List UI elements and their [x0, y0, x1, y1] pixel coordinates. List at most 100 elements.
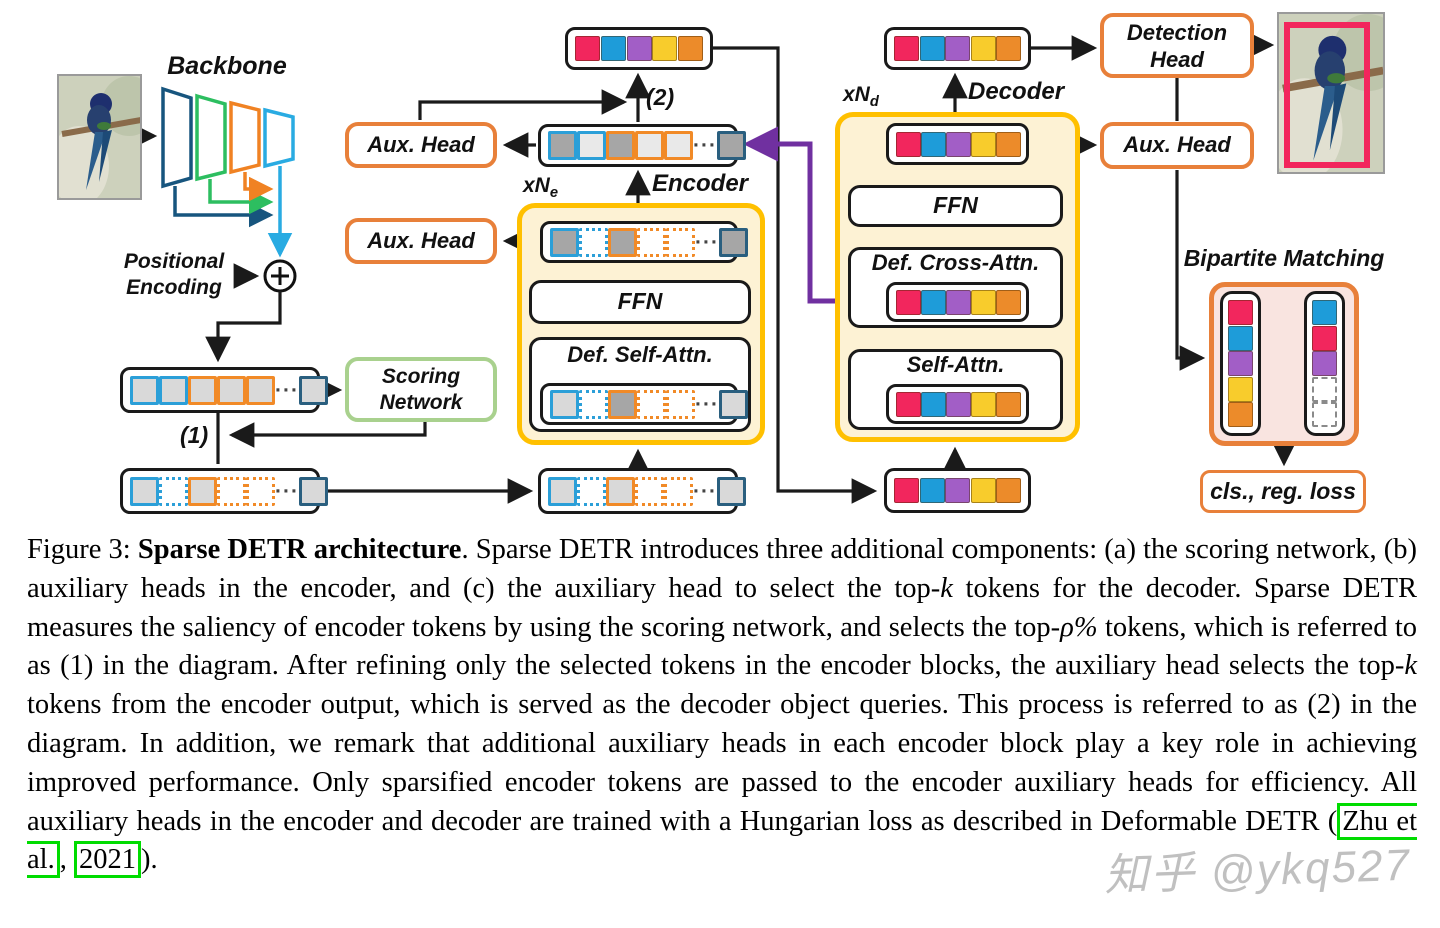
- token-square: [970, 478, 996, 503]
- token-square: [600, 36, 626, 61]
- figure-caption: Figure 3: Sparse DETR architecture. Spar…: [27, 531, 1417, 880]
- token-square: [637, 227, 666, 257]
- token-square: [159, 476, 188, 506]
- token-square: [550, 389, 579, 419]
- token-square: [1312, 300, 1337, 325]
- token-square: [996, 289, 1021, 315]
- token-row-cross-attn: [886, 282, 1029, 322]
- token-square: [945, 36, 970, 61]
- token-square: [678, 36, 703, 61]
- token-row-topk-selected: [565, 27, 713, 70]
- caption-segment: tokens, which is referred to as (1) in t…: [27, 611, 1417, 682]
- token-square: [919, 478, 945, 503]
- caption-segment: ,: [59, 844, 74, 876]
- token-square: [664, 476, 693, 506]
- caption-segment: tokens from the encoder output, which is…: [27, 689, 1417, 837]
- token-square: [1312, 325, 1337, 351]
- token-square: [637, 389, 666, 419]
- output-image: [1277, 12, 1385, 174]
- caption-segment: Zhu et al.: [27, 802, 1417, 879]
- token-square: [946, 391, 971, 417]
- token-square: [664, 131, 693, 160]
- ellipsis-tokens: ···: [693, 479, 717, 503]
- token-square: [548, 476, 577, 506]
- input-image: [57, 74, 142, 200]
- token-row-decoder-output: [884, 27, 1031, 70]
- decoder-ffn-box: FFN: [848, 185, 1063, 227]
- token-square: [921, 131, 946, 157]
- token-square: [1312, 402, 1337, 427]
- cls-reg-loss-box: cls., reg. loss: [1200, 470, 1366, 513]
- token-square: [606, 476, 635, 506]
- step-1-label: (1): [180, 422, 209, 448]
- token-square: [577, 131, 606, 160]
- self-attn-label: Self-Attn.: [906, 352, 1005, 377]
- backbone-label: Backbone: [167, 52, 287, 80]
- token-square: [996, 391, 1021, 417]
- token-square: [946, 289, 971, 315]
- decoder-mult-prefix: xN: [843, 83, 870, 106]
- token-square: [548, 131, 577, 160]
- token-square: [652, 36, 678, 61]
- token-row-encoder-output: ···: [538, 124, 746, 167]
- token-square: [298, 375, 328, 405]
- token-square: [635, 131, 664, 160]
- token-square: [716, 476, 746, 506]
- watermark: 知乎 @ykq527: [1103, 840, 1412, 901]
- aux-head-top-box: Aux. Head: [345, 122, 497, 168]
- token-square: [896, 131, 921, 157]
- token-square: [971, 289, 996, 315]
- positional-encoding-label: Positional Encoding: [123, 250, 225, 299]
- ellipsis-tokens: ···: [275, 479, 299, 503]
- token-square: [130, 375, 159, 405]
- backbone-pyramid-icon: [161, 86, 295, 258]
- token-square: [575, 36, 600, 61]
- token-square: [159, 375, 188, 405]
- def-self-attn-label: Def. Self-Attn.: [567, 342, 713, 367]
- ellipsis-tokens: ···: [275, 378, 299, 402]
- token-row-encoder-input: ···: [538, 468, 746, 514]
- caption-segment: 2021: [73, 841, 141, 879]
- token-square: [130, 476, 159, 506]
- def-cross-attn-label: Def. Cross-Attn.: [871, 250, 1040, 275]
- token-square: [1228, 402, 1253, 427]
- token-square: [1312, 351, 1337, 376]
- token-square: [1228, 376, 1253, 402]
- token-square: [579, 389, 608, 419]
- caption-segment: k: [1404, 650, 1417, 682]
- bird-photo-icon: [59, 76, 140, 198]
- token-square: [298, 476, 328, 506]
- token-square: [896, 289, 921, 315]
- token-square: [666, 227, 695, 257]
- encoder-ffn-box: FFN: [529, 280, 751, 324]
- token-square: [716, 131, 746, 160]
- token-square: [1228, 351, 1253, 376]
- token-square: [971, 391, 996, 417]
- token-square: [608, 227, 637, 257]
- aux-head-decoder-box: Aux. Head: [1100, 122, 1254, 169]
- add-positional-encoding-icon: [263, 259, 297, 293]
- encoder-label: Encoder: [652, 170, 749, 197]
- token-row-def-self-attn: ···: [540, 383, 748, 425]
- token-square: [550, 227, 579, 257]
- token-row-encoder-inner: ···: [540, 221, 748, 263]
- token-square: [996, 478, 1021, 503]
- scoring-network-box: Scoring Network: [345, 357, 497, 422]
- token-square: [921, 289, 946, 315]
- caption-segment: ).: [140, 844, 158, 876]
- token-square: [996, 131, 1021, 157]
- decoder-multiplier-label: xNd: [843, 83, 879, 111]
- detection-bounding-box: [1284, 22, 1370, 168]
- token-row-sparsified: ···: [120, 468, 328, 514]
- bipartite-right-column: [1304, 291, 1345, 436]
- token-square: [608, 389, 637, 419]
- token-square: [606, 131, 635, 160]
- token-square: [635, 476, 664, 506]
- token-square: [626, 36, 652, 61]
- ellipsis-tokens: ···: [695, 392, 719, 416]
- token-square: [579, 227, 608, 257]
- caption-segment: Sparse DETR architecture: [137, 534, 462, 565]
- encoder-multiplier-label: xNe: [523, 174, 558, 202]
- token-square: [946, 131, 971, 157]
- token-row-positional: ···: [120, 367, 328, 413]
